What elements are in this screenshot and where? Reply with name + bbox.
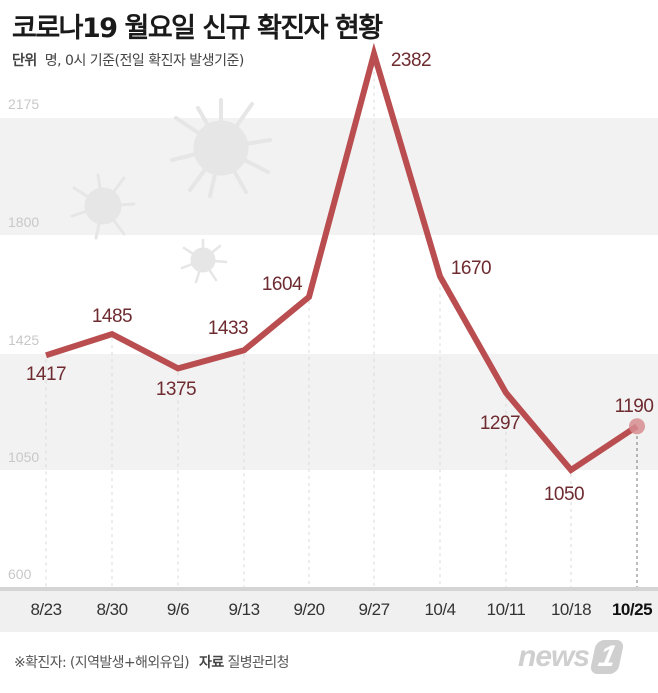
x-tick: 10/18 [550, 600, 592, 619]
x-tick: 9/27 [358, 600, 390, 619]
value-label: 1297 [479, 413, 521, 434]
value-label: 1485 [91, 306, 133, 327]
value-label: 1375 [155, 379, 197, 400]
highlight-point[interactable] [629, 418, 645, 435]
chart-title: 코로나19 월요일 신규 확진자 현황 [12, 13, 383, 44]
x-tick-highlight: 10/25 [611, 600, 653, 619]
y-tick: 600 [8, 566, 32, 582]
value-label: 1190 [614, 396, 654, 417]
footnote: ※확진자: (지역발생+해외유입) 자료 질병관리청 [14, 652, 289, 672]
value-label: 1604 [261, 274, 303, 295]
x-tick: 9/6 [166, 600, 190, 619]
y-tick: 1050 [8, 449, 40, 465]
footnote-note: ※확진자: (지역발생+해외유입) [14, 655, 190, 671]
virus-icon [70, 98, 272, 284]
x-tick: 10/4 [424, 600, 456, 619]
x-tick: 9/20 [293, 600, 325, 619]
x-tick: 9/13 [228, 600, 260, 619]
value-label: 2382 [390, 50, 432, 71]
value-label: 1433 [207, 318, 249, 339]
value-label: 1417 [25, 364, 67, 385]
unit-label: 단위 [12, 53, 37, 69]
x-axis-bar [0, 587, 658, 632]
chart-subtitle: 단위 명, 0시 기준(전일 확진자 발생기준) [12, 50, 244, 70]
grid-band-lower [0, 354, 658, 470]
y-tick: 1800 [8, 214, 40, 230]
data-line [45, 42, 639, 474]
value-label: 1050 [543, 484, 585, 505]
value-label: 1670 [450, 258, 492, 279]
y-tick: 2175 [8, 96, 40, 112]
x-tick: 10/11 [486, 600, 526, 619]
source-text: 질병관리청 [227, 655, 289, 671]
unit-text: 명, 0시 기준(전일 확진자 발생기준) [44, 53, 245, 69]
y-tick: 1425 [8, 332, 40, 348]
source-label: 자료 [199, 655, 224, 671]
x-tick: 8/23 [30, 600, 62, 619]
vertical-gridlines [45, 57, 572, 588]
x-tick: 8/30 [96, 600, 128, 619]
news1-logo: news 1 [518, 640, 625, 674]
